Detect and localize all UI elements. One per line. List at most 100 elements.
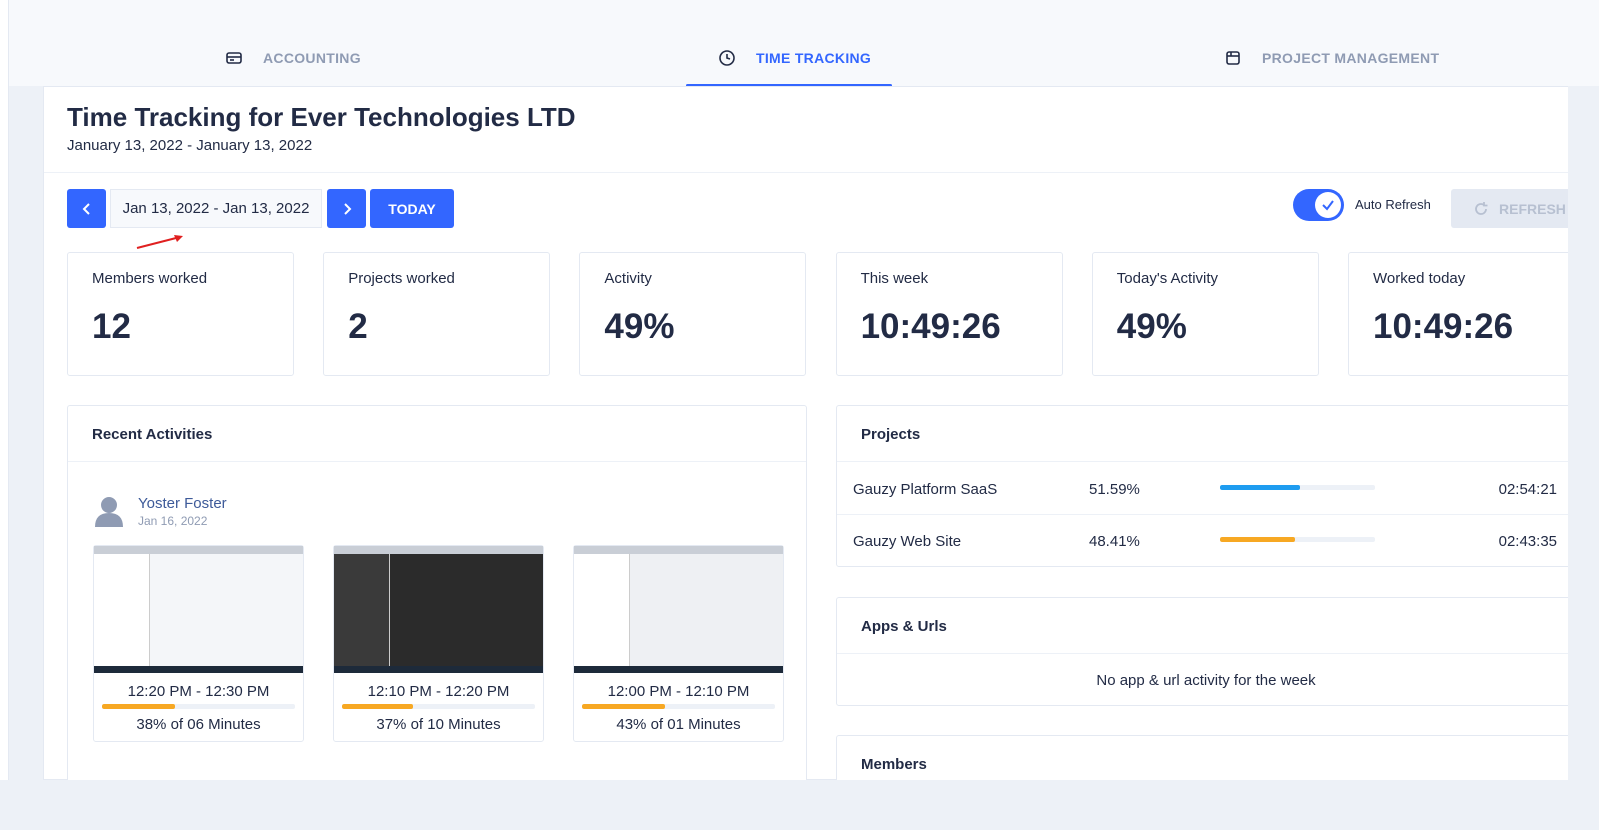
screenshot-time: 12:10 PM - 12:20 PM	[367, 683, 510, 700]
project-bar	[1220, 537, 1296, 542]
tab-label: PROJECT MANAGEMENT	[1262, 50, 1440, 66]
screenshot-card: 12:10 PM - 12:20 PM 37% of 10 Minutes	[333, 545, 544, 742]
avatar	[95, 497, 123, 527]
annotation-arrow	[136, 235, 183, 249]
footer-background	[0, 780, 1568, 830]
stat-card: Members worked 12	[67, 252, 294, 376]
stat-value: 10:49:26	[860, 307, 1001, 346]
tab[interactable]: TIME TRACKING	[718, 48, 871, 68]
thumbnail-titlebar	[334, 546, 543, 554]
activity-bar	[342, 704, 414, 709]
stat-value: 12	[92, 307, 131, 346]
divider	[837, 514, 1568, 515]
tab[interactable]: PROJECT MANAGEMENT	[1224, 48, 1439, 68]
tab-label: TIME TRACKING	[756, 50, 872, 66]
card-title: Apps & Urls	[861, 618, 947, 635]
thumbnail-taskbar	[334, 666, 543, 673]
project-percent: 48.41%	[1089, 533, 1140, 550]
screenshot-thumbnail	[574, 546, 783, 673]
stat-card: Activity 49%	[579, 252, 807, 376]
thumbnail-titlebar	[94, 546, 303, 554]
check-icon	[1322, 200, 1334, 211]
activity-track	[102, 704, 295, 709]
recent-activities-card: Recent Activities Yoster Foster Jan 16, …	[67, 405, 807, 805]
thumbnail-titlebar	[574, 546, 783, 554]
project-track	[1220, 485, 1375, 490]
activity-track	[582, 704, 775, 709]
stat-value: 49%	[1116, 307, 1187, 346]
card-title: Members	[861, 756, 927, 773]
projects-card: Projects Gauzy Platform SaaS 51.59% 02:54:…	[836, 405, 1568, 567]
divider	[44, 172, 1568, 173]
screenshot-card: 12:00 PM - 12:10 PM 43% of 01 Minutes	[573, 545, 784, 742]
screenshot-time: 12:00 PM - 12:10 PM	[607, 683, 750, 700]
tab-label: ACCOUNTING	[263, 50, 361, 66]
user-name[interactable]: Yoster Foster	[138, 495, 227, 512]
refresh-icon	[1475, 201, 1488, 215]
stat-card: Worked today 10:49:26	[1348, 252, 1568, 376]
activity-label: 38% of 06 Minutes	[136, 716, 261, 733]
stat-label: Activity	[604, 270, 652, 287]
screenshot-time: 12:20 PM - 12:30 PM	[127, 683, 270, 700]
stat-label: Today's Activity	[1116, 270, 1219, 287]
tab-icon	[1226, 51, 1240, 65]
project-name: Gauzy Platform SaaS	[853, 481, 998, 498]
date-range-input[interactable]: Jan 13, 2022 - Jan 13, 2022	[110, 189, 322, 228]
screenshot-thumbnail	[334, 546, 543, 673]
tab-bar	[9, 0, 1599, 86]
auto-refresh-label: Auto Refresh	[1355, 197, 1431, 212]
thumbnail-taskbar	[94, 666, 303, 673]
activity-track	[342, 704, 535, 709]
stat-card: Today's Activity 49%	[1091, 252, 1319, 376]
activity-bar	[582, 704, 665, 709]
project-time: 02:54:21	[1498, 481, 1557, 498]
project-name: Gauzy Web Site	[853, 533, 962, 550]
project-track	[1220, 537, 1375, 542]
divider	[68, 461, 806, 462]
stat-card: Projects worked 2	[323, 252, 551, 376]
toggle-knob	[1315, 192, 1341, 218]
activity-bar	[102, 704, 176, 709]
active-tab-indicator	[686, 84, 892, 87]
activity-label: 43% of 01 Minutes	[616, 716, 741, 733]
screenshot-card: 12:20 PM - 12:30 PM 38% of 06 Minutes	[93, 545, 304, 742]
thumbnail-sidebar	[334, 554, 390, 666]
project-time: 02:43:35	[1498, 533, 1557, 550]
thumbnail-taskbar	[574, 666, 783, 673]
activity-label: 37% of 10 Minutes	[376, 716, 501, 733]
chevron-right	[343, 202, 351, 215]
stat-card: This week 10:49:26	[835, 252, 1063, 376]
tab[interactable]: ACCOUNTING	[225, 48, 361, 68]
sidebar-edge	[0, 0, 9, 830]
screenshot-thumbnail	[94, 546, 303, 673]
card-title: Recent Activities	[92, 426, 213, 443]
stat-label: Members worked	[92, 270, 208, 287]
stat-value: 10:49:26	[1373, 307, 1514, 346]
page-subtitle: January 13, 2022 - January 13, 2022	[67, 137, 313, 154]
stat-value: 49%	[604, 307, 675, 346]
chevron-left	[82, 202, 90, 215]
tab-icon	[226, 52, 242, 64]
divider	[837, 653, 1568, 654]
refresh-label: REFRESH	[1499, 200, 1566, 217]
auto-refresh-toggle[interactable]	[1293, 189, 1344, 221]
tab-icon	[719, 50, 735, 66]
today-button[interactable]: TODAY	[370, 189, 454, 228]
divider	[837, 461, 1568, 462]
thumbnail-sidebar	[574, 554, 630, 666]
user-date: Jan 16, 2022	[138, 514, 208, 528]
stat-label: Worked today	[1373, 270, 1466, 287]
stat-value: 2	[348, 307, 368, 346]
thumbnail-sidebar	[94, 554, 150, 666]
stat-label: This week	[860, 270, 929, 287]
page-title: Time Tracking for Ever Technologies LTD	[67, 102, 576, 132]
card-title: Projects	[861, 426, 921, 443]
next-button[interactable]	[327, 189, 366, 228]
stat-label: Projects worked	[348, 270, 455, 287]
empty-message: No app & url activity for the week	[1096, 672, 1316, 689]
prev-button[interactable]	[67, 189, 106, 228]
refresh-button[interactable]: REFRESH	[1451, 189, 1568, 228]
project-bar	[1220, 485, 1300, 490]
